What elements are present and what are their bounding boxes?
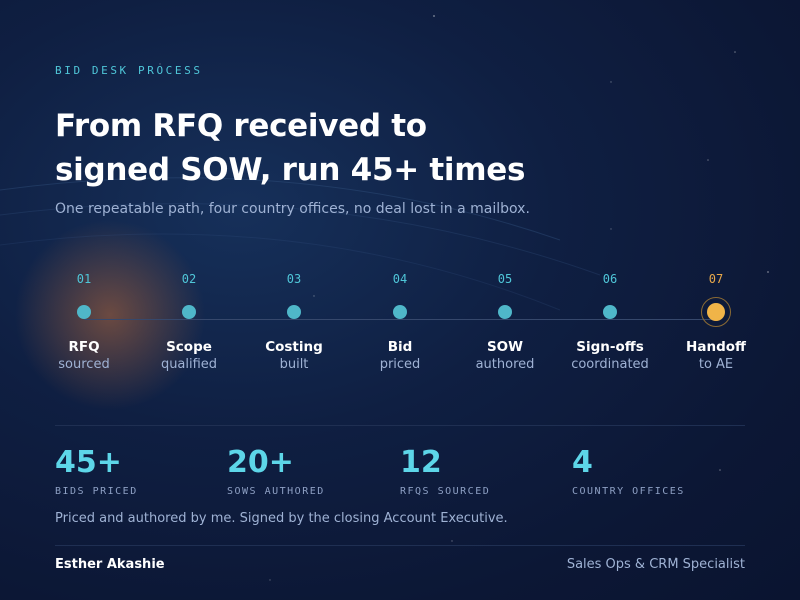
stat-value: 12 — [400, 445, 442, 480]
timeline-step: 03 Costing built — [234, 270, 354, 373]
step-dot — [603, 305, 617, 319]
stat-country-offices: 4 COUNTRY OFFICES — [572, 445, 685, 498]
step-number: 02 — [181, 272, 197, 286]
step-subtitle: sourced — [58, 357, 110, 372]
step-dot — [498, 305, 512, 319]
author-name: Esther Akashie — [55, 557, 165, 572]
stat-sows-authored: 20+ SOWS AUTHORED — [227, 445, 325, 498]
headline-line-1: From RFQ received to — [55, 108, 427, 144]
step-number: 05 — [497, 272, 513, 286]
subtitle: One repeatable path, four country office… — [55, 201, 530, 217]
step-dot — [182, 305, 196, 319]
step-title: Costing — [265, 339, 323, 355]
stat-rfqs-sourced: 12 RFQS SOURCED — [400, 445, 491, 498]
orbit-arc — [0, 177, 561, 241]
step-title: Scope — [166, 339, 212, 355]
step-subtitle: qualified — [160, 357, 218, 372]
step-dot — [287, 305, 301, 319]
stat-value: 4 — [572, 445, 593, 480]
stat-label: COUNTRY OFFICES — [572, 486, 685, 497]
author-role: Sales Ops & CRM Specialist — [566, 557, 745, 572]
timeline-step: 01 RFQ sourced — [24, 270, 144, 373]
stat-bids-priced: 45+ BIDS PRICED — [55, 445, 138, 498]
step-subtitle: priced — [379, 357, 421, 372]
step-dot — [707, 303, 725, 321]
warm-glow — [15, 220, 205, 410]
step-subtitle: built — [279, 357, 309, 372]
timeline-step-final: 07 Handoff to AE — [656, 270, 776, 373]
step-dot — [77, 305, 91, 319]
step-number: 03 — [286, 272, 302, 286]
page-title: From RFQ received to signed SOW, run 45+… — [55, 104, 695, 192]
step-title: Bid — [387, 339, 413, 355]
step-dot — [393, 305, 407, 319]
orbit-arc — [0, 233, 561, 311]
step-number: 01 — [76, 272, 92, 286]
step-title: Sign-offs — [576, 339, 644, 355]
step-number: 07 — [708, 272, 724, 286]
stat-value: 45+ — [55, 445, 122, 480]
timeline-step: 04 Bid priced — [340, 270, 460, 373]
step-subtitle: coordinated — [571, 357, 649, 372]
eyebrow-label: BID DESK PROCESS — [55, 64, 203, 77]
timeline-step: 06 Sign-offs coordinated — [550, 270, 670, 373]
section-divider — [55, 425, 745, 426]
stat-value: 20+ — [227, 445, 294, 480]
step-title: SOW — [486, 339, 524, 355]
process-timeline: 01 RFQ sourced 02 Scope qualified 03 Cos… — [0, 270, 800, 400]
stat-label: BIDS PRICED — [55, 486, 138, 497]
orbit-arc — [0, 203, 601, 276]
step-dot-ring — [701, 297, 731, 327]
headline-line-2: signed SOW, run 45+ times — [55, 152, 526, 188]
star-field — [159, 15, 769, 581]
step-subtitle: authored — [475, 357, 535, 372]
step-number: 04 — [392, 272, 408, 286]
step-title: RFQ — [68, 339, 100, 355]
step-number: 06 — [602, 272, 618, 286]
timeline-step: 05 SOW authored — [445, 270, 565, 373]
step-title: Handoff — [686, 339, 746, 355]
footnote: Priced and authored by me. Signed by the… — [55, 511, 508, 526]
timeline-line — [84, 319, 716, 320]
footer-divider — [55, 545, 745, 546]
stat-label: RFQS SOURCED — [400, 486, 491, 497]
stat-label: SOWS AUTHORED — [227, 486, 325, 497]
timeline-step: 02 Scope qualified — [129, 270, 249, 373]
step-subtitle: to AE — [698, 357, 734, 372]
